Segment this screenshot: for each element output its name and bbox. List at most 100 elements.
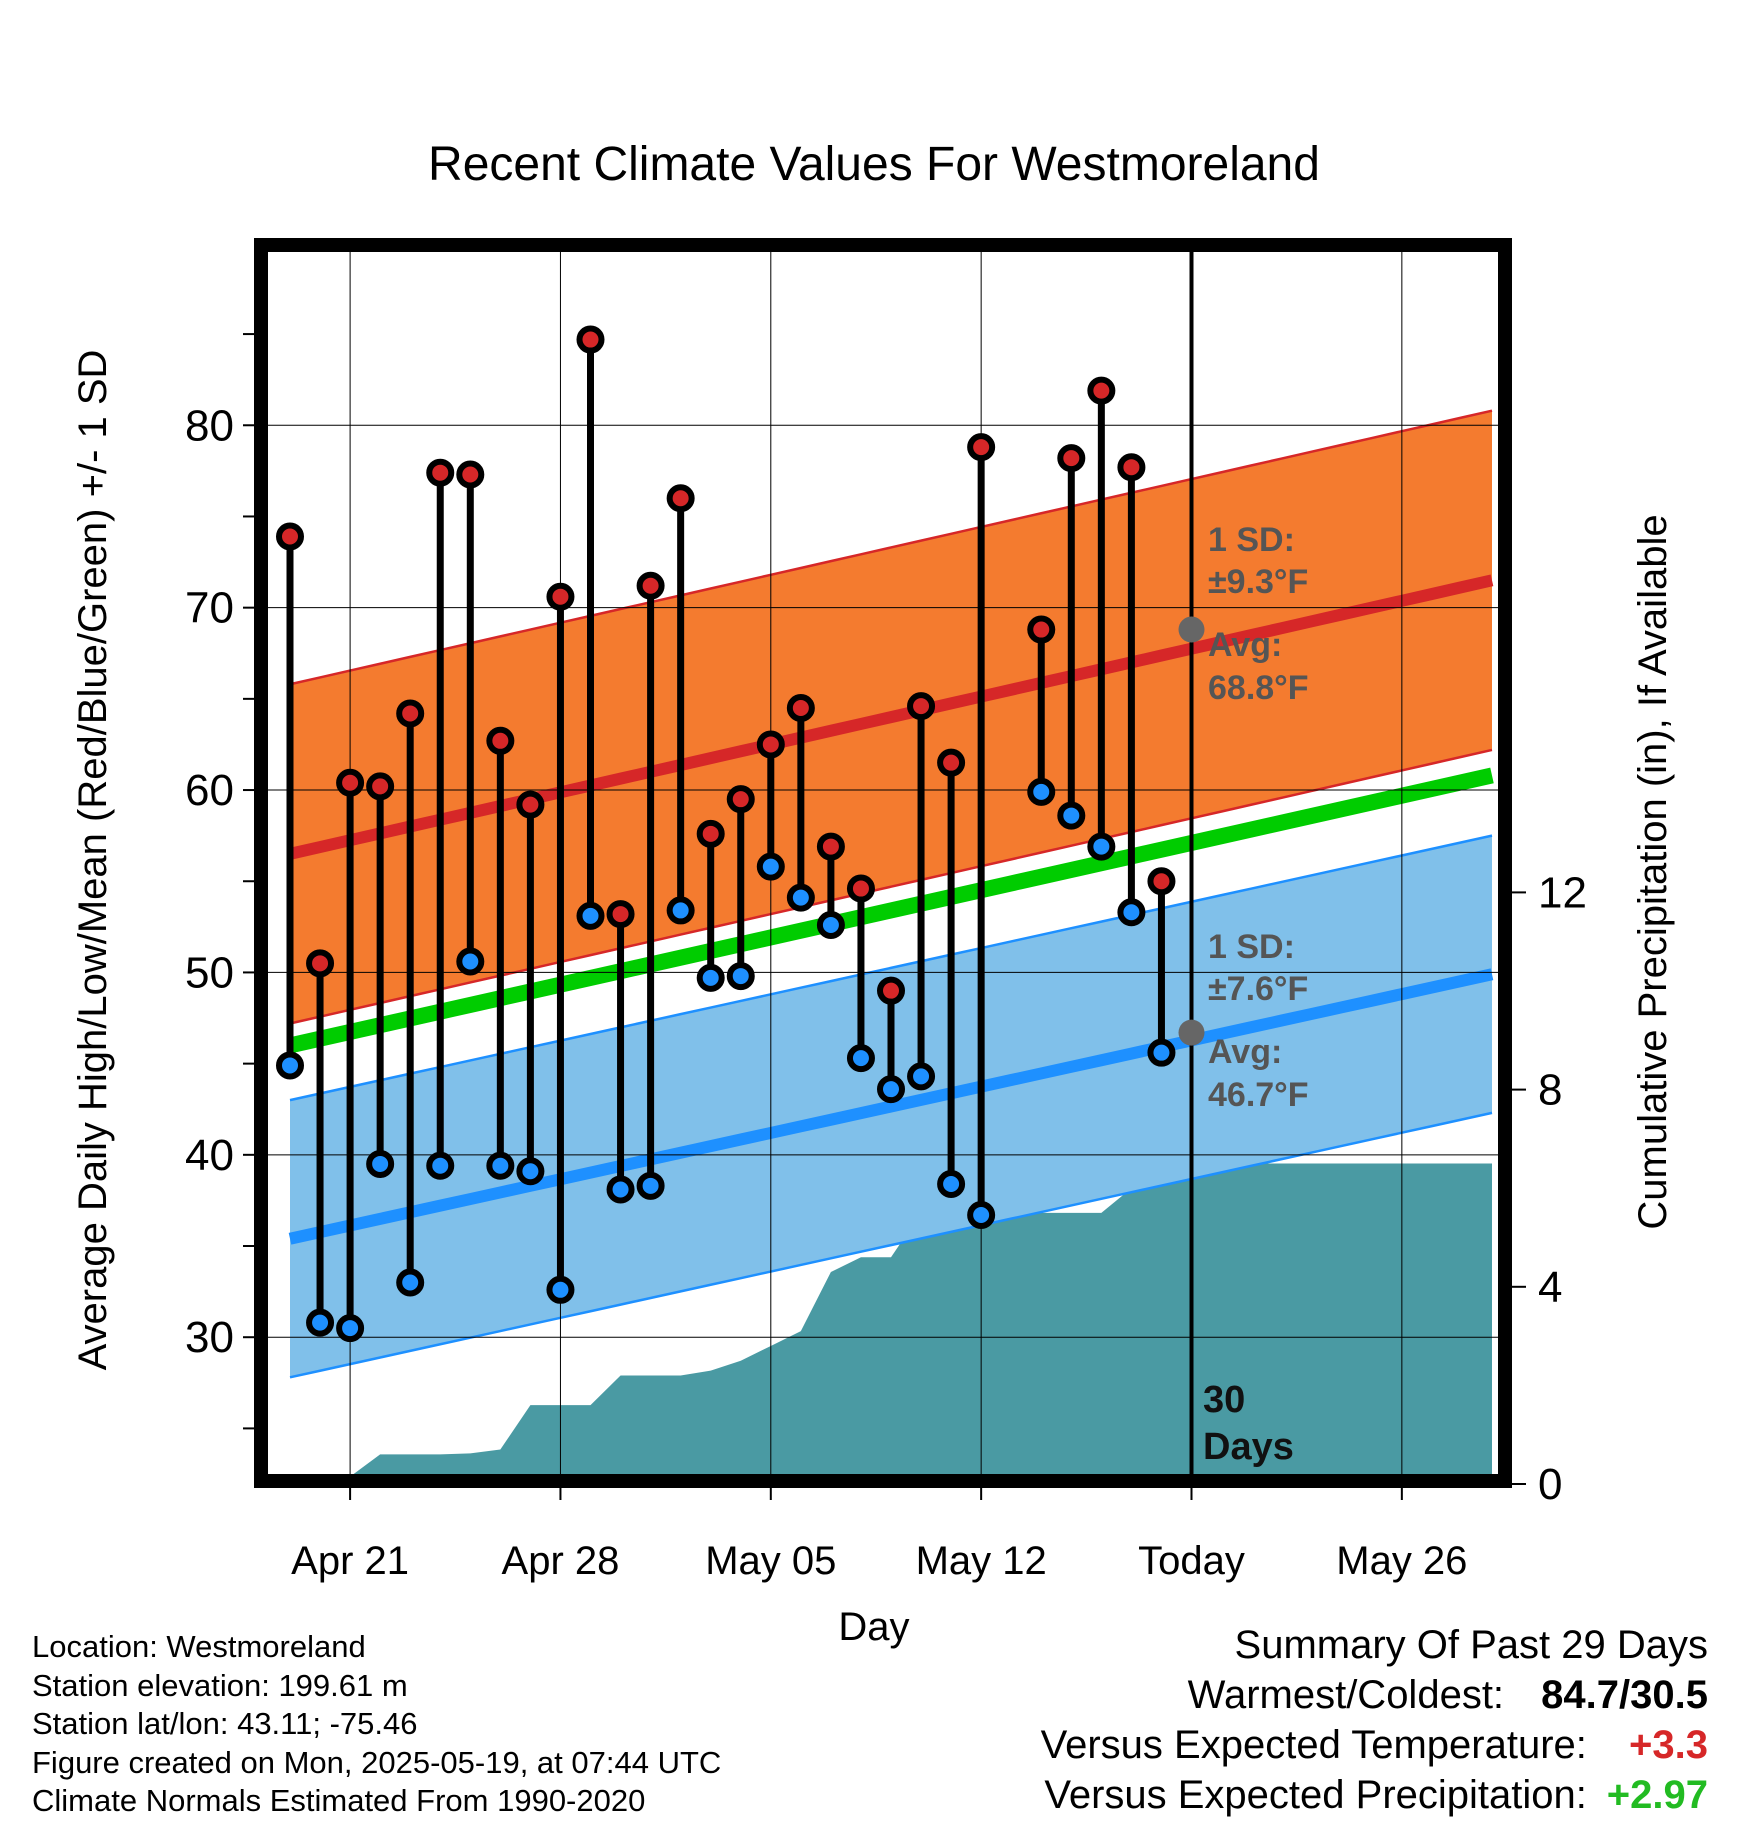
high-marker bbox=[967, 433, 996, 462]
warm-cold-label: Warmest/Coldest: bbox=[1187, 1673, 1505, 1717]
axes: 30 40 50 60 70 80 0 4 8 12 Apr 21 Apr 28 May 05 May 1… bbox=[185, 333, 1587, 1583]
temp-departure-row: Versus Expected Temperature: +3.3 bbox=[1041, 1720, 1708, 1770]
summary-title: Summary Of Past 29 Days bbox=[1234, 1623, 1708, 1667]
temp-departure-value: +3.3 bbox=[1629, 1723, 1708, 1767]
low-avg-label: Avg: bbox=[1208, 1033, 1282, 1071]
high-marker bbox=[606, 900, 635, 929]
high-marker bbox=[486, 726, 515, 755]
low-marker bbox=[666, 896, 695, 925]
high-marker bbox=[426, 458, 455, 487]
low-marker bbox=[486, 1151, 515, 1180]
low-marker bbox=[1027, 777, 1056, 806]
high-marker bbox=[546, 582, 575, 611]
high-marker bbox=[786, 693, 815, 722]
high-marker bbox=[1027, 615, 1056, 644]
high-marker bbox=[1057, 444, 1086, 473]
y-axis-right-label: Cumulative Precipitation (in), If Availa… bbox=[1631, 514, 1675, 1229]
low-marker bbox=[816, 911, 845, 940]
low-marker bbox=[1117, 898, 1146, 927]
precip-departure-label: Versus Expected Precipitation: bbox=[1044, 1773, 1587, 1817]
location-text: Location: Westmoreland bbox=[32, 1629, 366, 1664]
low-marker bbox=[366, 1149, 395, 1178]
y-right-tick-label: 12 bbox=[1538, 868, 1587, 917]
high-marker bbox=[336, 768, 365, 797]
high-marker bbox=[456, 460, 485, 489]
low-band-lower-edge bbox=[289, 1111, 1493, 1379]
low-marker bbox=[937, 1170, 966, 1199]
high-marker bbox=[846, 874, 875, 903]
temp-departure-label: Versus Expected Temperature: bbox=[1040, 1723, 1587, 1767]
y-right-tick-label: 4 bbox=[1538, 1263, 1562, 1312]
high-marker bbox=[937, 748, 966, 777]
plot-area bbox=[268, 252, 1498, 1474]
y-left-tick-label: 40 bbox=[185, 1131, 234, 1180]
high-marker bbox=[276, 522, 304, 551]
high-sd-label: 1 SD: bbox=[1208, 521, 1295, 559]
high-marker bbox=[726, 785, 755, 814]
y-left-tick-label: 60 bbox=[185, 766, 234, 815]
latlon-text: Station lat/lon: 43.11; -75.46 bbox=[32, 1706, 418, 1741]
low-marker bbox=[696, 963, 725, 992]
low-marker bbox=[336, 1314, 365, 1343]
high-avg-marker bbox=[1178, 616, 1205, 643]
high-marker bbox=[696, 819, 725, 848]
x-tick-label: Apr 28 bbox=[502, 1539, 620, 1583]
plot-border bbox=[254, 238, 1512, 1488]
created-text: Figure created on Mon, 2025-05-19, at 07… bbox=[32, 1744, 722, 1780]
high-marker bbox=[756, 730, 785, 759]
low-marker bbox=[576, 901, 605, 930]
plot-frame bbox=[254, 238, 1512, 1488]
high-marker bbox=[366, 772, 395, 801]
normal-mean-line bbox=[288, 767, 1494, 1054]
low-marker bbox=[306, 1308, 335, 1337]
precip-area bbox=[353, 1163, 1492, 1474]
low-sd-label: 1 SD: bbox=[1208, 928, 1295, 966]
low-marker bbox=[846, 1044, 875, 1073]
y-left-tick-label: 30 bbox=[185, 1313, 234, 1362]
high-marker bbox=[907, 692, 936, 721]
high-band-lower-edge bbox=[289, 748, 1493, 1025]
chart-title: Recent Climate Values For Westmoreland bbox=[428, 138, 1320, 191]
high-marker bbox=[666, 484, 695, 513]
high-marker bbox=[816, 832, 845, 861]
high-marker bbox=[516, 790, 545, 819]
station-info: Location: Westmoreland Station elevation… bbox=[32, 1628, 721, 1821]
high-marker bbox=[1087, 376, 1116, 405]
low-marker bbox=[276, 1051, 304, 1080]
high-sd-value: ±9.3°F bbox=[1208, 563, 1308, 601]
low-marker bbox=[756, 852, 785, 881]
high-marker bbox=[306, 949, 335, 978]
low-marker bbox=[907, 1062, 936, 1091]
y-right-tick-label: 0 bbox=[1538, 1460, 1562, 1509]
low-marker bbox=[546, 1275, 575, 1304]
low-marker bbox=[396, 1268, 425, 1297]
x-tick-label: Apr 21 bbox=[291, 1539, 409, 1583]
annotations: 1 SD: ±9.3°F Avg: 68.8°F 1 SD: ±7.6°F Avg: 46.7… bbox=[1203, 521, 1309, 1468]
low-sd-value: ±7.6°F bbox=[1208, 970, 1308, 1008]
precip-departure-value: +2.97 bbox=[1606, 1773, 1708, 1817]
x-tick-label: May 05 bbox=[705, 1539, 836, 1583]
x-axis-label: Day bbox=[838, 1605, 909, 1649]
high-avg-value: 68.8°F bbox=[1208, 669, 1309, 707]
normal-low-line bbox=[288, 968, 1494, 1245]
low-avg-value: 46.7°F bbox=[1208, 1076, 1309, 1114]
high-marker bbox=[396, 699, 425, 728]
low-band-upper-edge bbox=[289, 834, 1493, 1102]
low-marker bbox=[967, 1201, 996, 1230]
high-marker bbox=[1117, 453, 1146, 482]
precip-departure-row: Versus Expected Precipitation: +2.97 bbox=[1041, 1770, 1708, 1820]
y-axis-left-label: Average Daily High/Low/Mean (Red/Blue/Gr… bbox=[71, 350, 115, 1371]
low-marker bbox=[456, 947, 485, 976]
x-tick-label: May 26 bbox=[1336, 1539, 1467, 1583]
low-marker bbox=[1147, 1038, 1176, 1067]
high-marker bbox=[576, 325, 605, 354]
y-left-tick-label: 80 bbox=[185, 401, 234, 450]
warm-cold-value: 84.7/30.5 bbox=[1541, 1673, 1708, 1717]
high-marker bbox=[636, 571, 665, 600]
x-tick-label: Today bbox=[1138, 1539, 1245, 1583]
low-marker bbox=[1087, 832, 1116, 861]
x-tick-label: May 12 bbox=[916, 1539, 1047, 1583]
low-marker bbox=[636, 1171, 665, 1200]
low-marker bbox=[786, 883, 815, 912]
